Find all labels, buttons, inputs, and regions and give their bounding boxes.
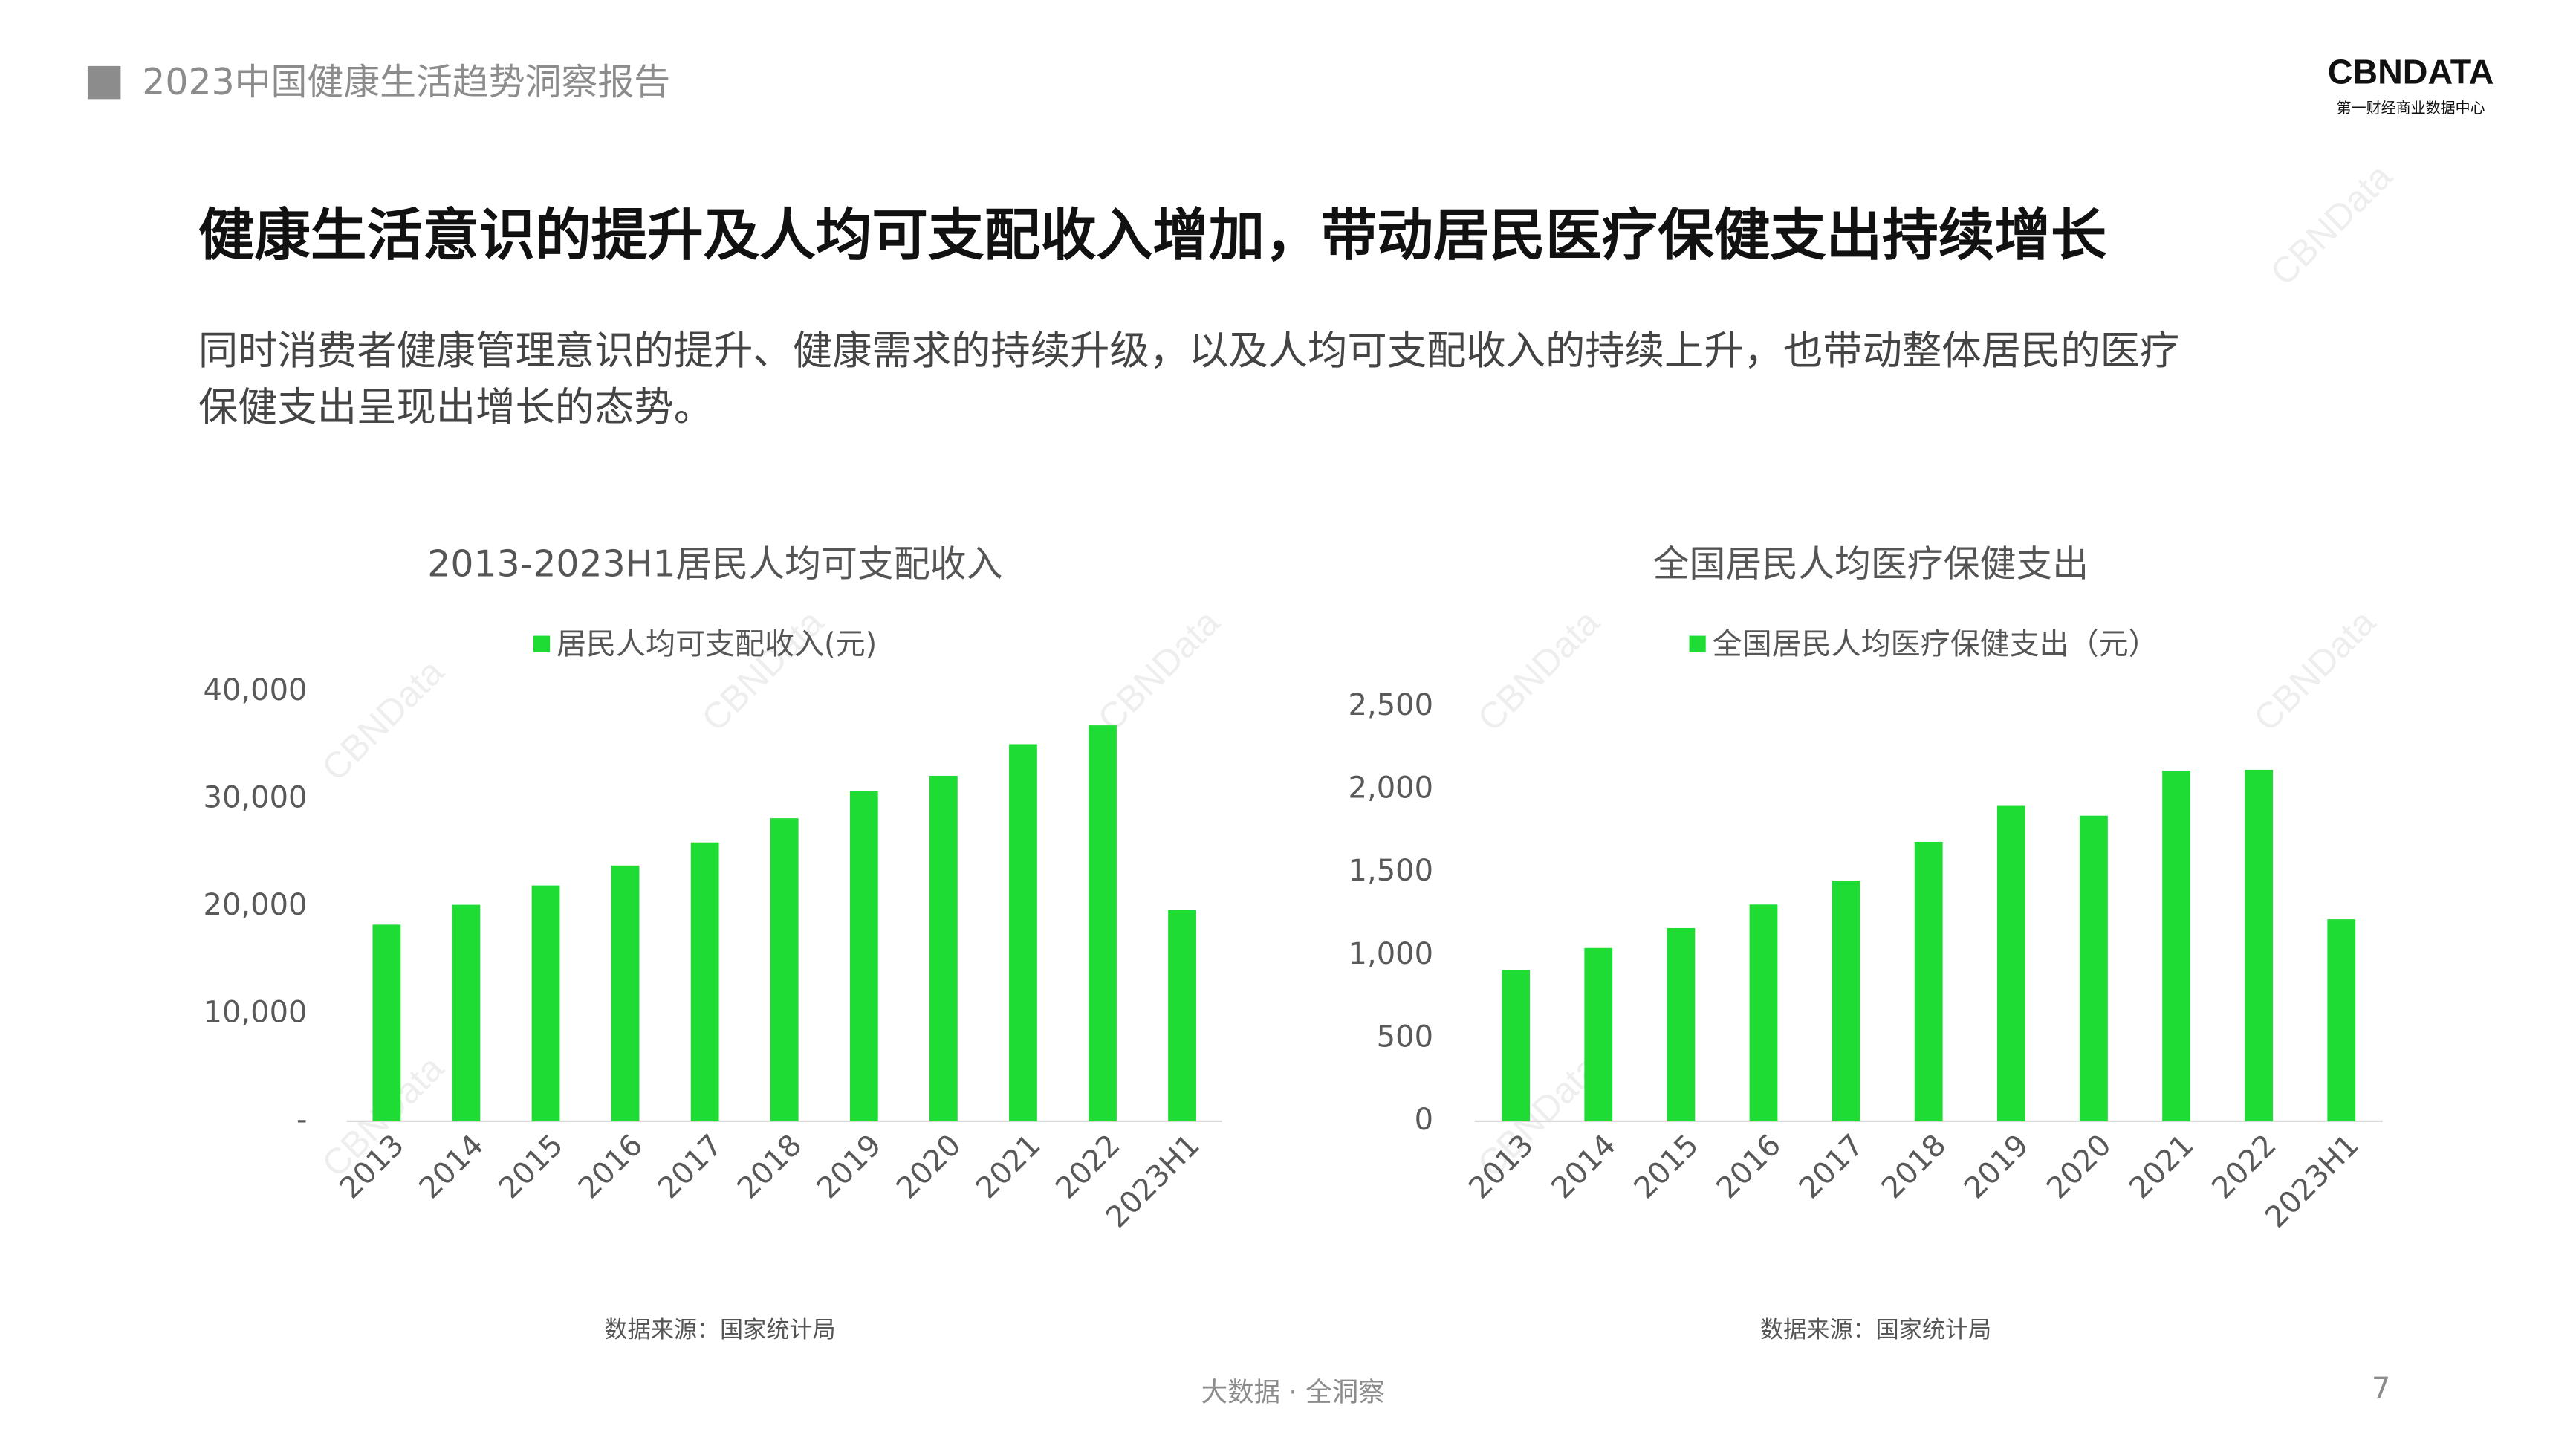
watermark: CBNData	[2263, 156, 2401, 294]
chart-title: 2013-2023H1居民人均可支配收入	[427, 543, 1002, 586]
x-tick-label: 2018	[1875, 1128, 1953, 1206]
header-title: 2023中国健康生活趋势洞察报告	[142, 61, 670, 103]
headline: 健康生活意识的提升及人均可支配收入增加，带动居民医疗保健支出持续增长	[198, 203, 2107, 268]
subtitle-line: 保健支出呈现出增长的态势。	[198, 383, 713, 430]
chart-title: 全国居民人均医疗保健支出	[1653, 543, 2089, 586]
bar	[1667, 927, 1696, 1121]
y-tick-label: 2,500	[1349, 688, 1434, 722]
x-tick-label: 2014	[413, 1128, 491, 1206]
bar	[849, 791, 878, 1121]
x-tick-label: 2017	[1793, 1128, 1871, 1206]
y-tick-label: 1,500	[1349, 854, 1434, 888]
watermark: CBNData	[694, 602, 831, 739]
footer: 大数据 · 全洞察	[1201, 1378, 1385, 1408]
bar	[1009, 744, 1037, 1121]
watermark: CBNData	[2246, 602, 2384, 739]
x-tick-label: 2016	[572, 1128, 650, 1206]
y-tick-label: 0	[1415, 1103, 1433, 1137]
y-tick-label: 1,000	[1349, 937, 1434, 971]
bar	[1168, 910, 1196, 1121]
x-tick-label: 2015	[493, 1128, 571, 1206]
source-note: 数据来源：国家统计局	[605, 1317, 836, 1343]
header-mark	[87, 65, 121, 100]
x-tick-label: 2022	[2205, 1128, 2283, 1206]
x-tick-label: 2018	[731, 1128, 809, 1206]
x-tick-label: 2019	[1958, 1128, 2036, 1206]
bar	[929, 775, 958, 1121]
y-tick-label: 500	[1377, 1020, 1433, 1054]
source-note: 数据来源：国家统计局	[1760, 1317, 1991, 1343]
bar	[1996, 805, 2025, 1121]
x-tick-label: 2020	[2040, 1128, 2118, 1206]
bar	[1584, 947, 1613, 1121]
bar	[452, 904, 481, 1121]
bar	[531, 885, 560, 1121]
bar	[2080, 815, 2108, 1121]
y-tick-label: 40,000	[204, 673, 308, 707]
x-tick-label: 2017	[652, 1128, 730, 1206]
bar	[690, 842, 719, 1121]
x-tick-label: 2021	[2123, 1128, 2201, 1206]
bar	[1502, 970, 1531, 1121]
logo: CBNDATA	[2328, 52, 2494, 91]
y-tick-label: 30,000	[204, 781, 308, 815]
bar	[1749, 904, 1778, 1121]
bar	[2327, 919, 2356, 1121]
bar	[372, 924, 401, 1121]
subtitle-line: 同时消费者健康管理意识的提升、健康需求的持续升级，以及人均可支配收入的持续上升，…	[198, 327, 2179, 374]
x-tick-label: 2021	[970, 1128, 1048, 1206]
y-tick-label: 10,000	[204, 995, 308, 1029]
legend-label: 全国居民人均医疗保健支出（元）	[1713, 627, 2158, 661]
x-tick-label: 2015	[1628, 1128, 1706, 1206]
bar	[770, 818, 799, 1121]
legend-swatch	[1689, 635, 1706, 652]
page-number: 7	[2372, 1372, 2390, 1406]
bar	[1832, 881, 1860, 1121]
x-tick-label: 2019	[811, 1128, 889, 1206]
legend-label: 居民人均可支配收入(元)	[557, 627, 877, 661]
bar	[1089, 725, 1117, 1121]
bar	[2245, 769, 2274, 1121]
y-tick-label: -	[296, 1103, 307, 1137]
bar	[611, 865, 640, 1121]
legend-swatch	[533, 635, 551, 652]
bar	[1914, 841, 1943, 1121]
x-tick-label: 2014	[1545, 1128, 1623, 1206]
y-tick-label: 2,000	[1349, 771, 1434, 805]
x-tick-label: 2020	[890, 1128, 968, 1206]
bar	[2162, 771, 2190, 1121]
watermark: CBNData	[314, 652, 452, 789]
watermark: CBNData	[1091, 602, 1228, 739]
y-tick-label: 20,000	[204, 888, 308, 922]
x-tick-label: 2016	[1710, 1128, 1788, 1206]
watermark: CBNData	[1470, 602, 1608, 739]
logo-subtitle: 第一财经商业数据中心	[2337, 99, 2485, 117]
